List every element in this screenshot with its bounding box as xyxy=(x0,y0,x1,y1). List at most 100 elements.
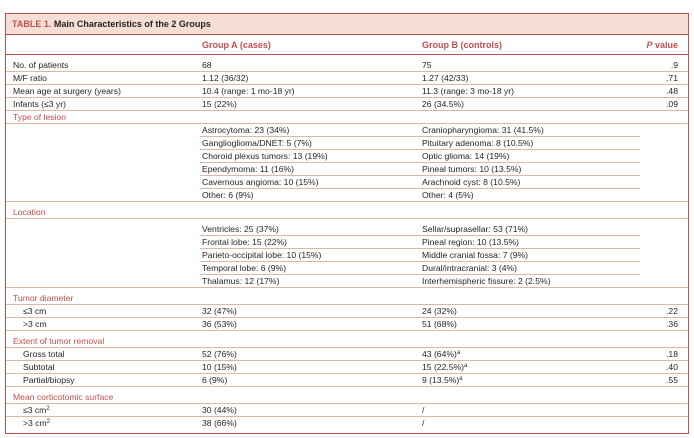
table-row: Cavernous angioma: 10 (15%) Arachnoid cy… xyxy=(6,175,688,189)
table-row: M/F ratio 1.12 (36/32) 1.27 (42/33) .71 xyxy=(6,71,688,85)
cell-group-b: Sellar/suprasellar: 53 (71%) xyxy=(420,223,640,236)
table-row: ≤3 cm 32 (47%) 24 (32%) .22 xyxy=(6,304,688,318)
row-label: Partial/biopsy xyxy=(6,373,200,387)
cell-p-value: .22 xyxy=(640,304,688,318)
cell-group-a: Temporal lobe: 6 (9%) xyxy=(200,261,420,275)
cell-group-a: 36 (53%) xyxy=(200,317,420,331)
cell-group-a: Thalamus: 12 (17%) xyxy=(200,274,420,288)
section-label: Extent of tumor removal xyxy=(6,335,688,348)
table-title-bar: TABLE 1. Main Characteristics of the 2 G… xyxy=(6,14,688,35)
table-row: >3 cm2 38 (66%) / xyxy=(6,417,688,430)
footnote-marker: a xyxy=(464,363,468,369)
section-row-surface: Mean corticotomic surface xyxy=(6,391,688,404)
footnote-marker: a xyxy=(456,350,461,356)
cell-group-a: Cavernous angioma: 10 (15%) xyxy=(200,175,420,189)
cell-group-b: 43 (64%)a xyxy=(420,347,640,361)
section-label: Location xyxy=(6,206,688,219)
cell-group-a: Ependymoma: 11 (16%) xyxy=(200,162,420,176)
cell-group-b: Craniopharyngioma: 31 (41.5%) xyxy=(420,123,640,137)
table-row: No. of patients 68 75 .9 xyxy=(6,59,688,72)
cell-group-b: Other: 4 (5%) xyxy=(420,188,640,202)
table-row: Subtotal 10 (15%) 15 (22.5%)a .40 xyxy=(6,360,688,374)
row-label: No. of patients xyxy=(6,59,200,72)
row-label: >3 cm2 xyxy=(6,417,200,430)
row-label: Mean age at surgery (years) xyxy=(6,84,200,98)
table-row: Other: 6 (9%) Other: 4 (5%) xyxy=(6,188,688,202)
cell-group-a: 32 (47%) xyxy=(200,304,420,318)
cell-group-b: Pineal region: 10 (13.5%) xyxy=(420,235,640,249)
cell-group-b: Interhemispheric fissure: 2 (2.5%) xyxy=(420,274,640,288)
table-row: Infants (≤3 yr) 15 (22%) 26 (34.5%) .09 xyxy=(6,97,688,111)
cell-group-b-value: 9 (13.5%) xyxy=(422,375,460,385)
table-row: ≤3 cm2 30 (44%) / xyxy=(6,403,688,417)
cell-group-b: 26 (34.5%) xyxy=(420,97,640,111)
cell-group-a: Choroid plexus tumors: 13 (19%) xyxy=(200,149,420,163)
row-label: Gross total xyxy=(6,347,200,361)
section-row-location: Location xyxy=(6,206,688,219)
row-label: ≤3 cm2 xyxy=(6,403,200,417)
table-title: Main Characteristics of the 2 Groups xyxy=(53,19,211,29)
row-label: >3 cm xyxy=(6,317,200,331)
cell-group-b: Dural/intracranial: 3 (4%) xyxy=(420,261,640,275)
cell-p-value: .40 xyxy=(640,360,688,374)
row-label-text: ≤3 cm xyxy=(23,405,47,415)
section-row-lesion: Type of lesion xyxy=(6,110,688,124)
header-group-a: Group A (cases) xyxy=(200,35,420,55)
section-label: Tumor diameter xyxy=(6,292,688,305)
table-row: >3 cm 36 (53%) 51 (68%) .36 xyxy=(6,317,688,331)
cell-group-a: 6 (9%) xyxy=(200,373,420,387)
header-empty xyxy=(6,35,200,55)
table-row: Mean age at surgery (years) 10.4 (range:… xyxy=(6,84,688,98)
table-row: Frontal lobe: 15 (22%) Pineal region: 10… xyxy=(6,235,688,249)
header-p-italic: P xyxy=(646,39,653,50)
cell-p-value: .55 xyxy=(640,373,688,387)
cell-group-a: 10.4 (range: 1 mo-18 yr) xyxy=(200,84,420,98)
cell-group-b-value: 43 (64%) xyxy=(422,349,457,359)
cell-group-a: 10 (15%) xyxy=(200,360,420,374)
table-row: Astrocytoma: 23 (34%) Craniopharyngioma:… xyxy=(6,123,688,137)
row-label: Infants (≤3 yr) xyxy=(6,97,200,111)
cell-group-a: Astrocytoma: 23 (34%) xyxy=(200,123,420,137)
section-label: Mean corticotomic surface xyxy=(6,391,688,404)
cell-group-b: 51 (68%) xyxy=(420,317,640,331)
table-row: Gross total 52 (76%) 43 (64%)a .18 xyxy=(6,347,688,361)
table-row: Temporal lobe: 6 (9%) Dural/intracranial… xyxy=(6,261,688,275)
header-row: Group A (cases) Group B (controls) P val… xyxy=(6,35,688,55)
cell-group-b: Arachnoid cyst: 8 (10.5%) xyxy=(420,175,640,189)
row-label: Subtotal xyxy=(6,360,200,374)
header-p-value: P value xyxy=(640,35,688,55)
header-p-rest: value xyxy=(652,39,678,50)
header-group-b: Group B (controls) xyxy=(420,35,640,55)
table-number: TABLE 1. xyxy=(12,19,52,29)
section-row-diameter: Tumor diameter xyxy=(6,292,688,305)
row-label-text: >3 cm xyxy=(23,418,47,428)
cell-group-b: 15 (22.5%)a xyxy=(420,360,640,374)
cell-group-b: Pituitary adenoma: 8 (10.5%) xyxy=(420,136,640,150)
cell-group-b: 1.27 (42/33) xyxy=(420,71,640,85)
cell-group-a: 52 (76%) xyxy=(200,347,420,361)
table-row: Partial/biopsy 6 (9%) 9 (13.5%)a .55 xyxy=(6,373,688,387)
superscript: 2 xyxy=(46,406,50,412)
table-row: Thalamus: 12 (17%) Interhemispheric fiss… xyxy=(6,274,688,288)
row-label: ≤3 cm xyxy=(6,304,200,318)
cell-group-a: 38 (66%) xyxy=(202,418,237,428)
cell-p-value: .09 xyxy=(640,97,688,111)
footnote-marker: a xyxy=(459,376,463,382)
cell-p-value: .48 xyxy=(640,84,688,98)
cell-group-b: 24 (32%) xyxy=(420,304,640,318)
cell-group-b: Middle cranial fossa: 7 (9%) xyxy=(420,248,640,262)
characteristics-table: Group A (cases) Group B (controls) P val… xyxy=(6,35,688,429)
table-row: Choroid plexus tumors: 13 (19%) Optic gl… xyxy=(6,149,688,163)
cell-group-b: Optic glioma: 14 (19%) xyxy=(420,149,640,163)
cell-group-a: 68 xyxy=(200,59,420,72)
cell-group-a: Parieto-occipital lobe: 10 (15%) xyxy=(200,248,420,262)
cell-group-b: 11.3 (range: 3 mo-18 yr) xyxy=(420,84,640,98)
cell-group-b: / xyxy=(420,403,640,417)
table-row: Ependymoma: 11 (16%) Pineal tumors: 10 (… xyxy=(6,162,688,176)
cell-group-a: 1.12 (36/32) xyxy=(200,71,420,85)
superscript: 2 xyxy=(46,419,50,425)
table-row: Ganglioglioma/DNET: 5 (7%) Pituitary ade… xyxy=(6,136,688,150)
table-row: Ventricles: 25 (37%) Sellar/suprasellar:… xyxy=(6,223,688,236)
cell-p-value: .18 xyxy=(640,347,688,361)
cell-group-b: Pineal tumors: 10 (13.5%) xyxy=(420,162,640,176)
